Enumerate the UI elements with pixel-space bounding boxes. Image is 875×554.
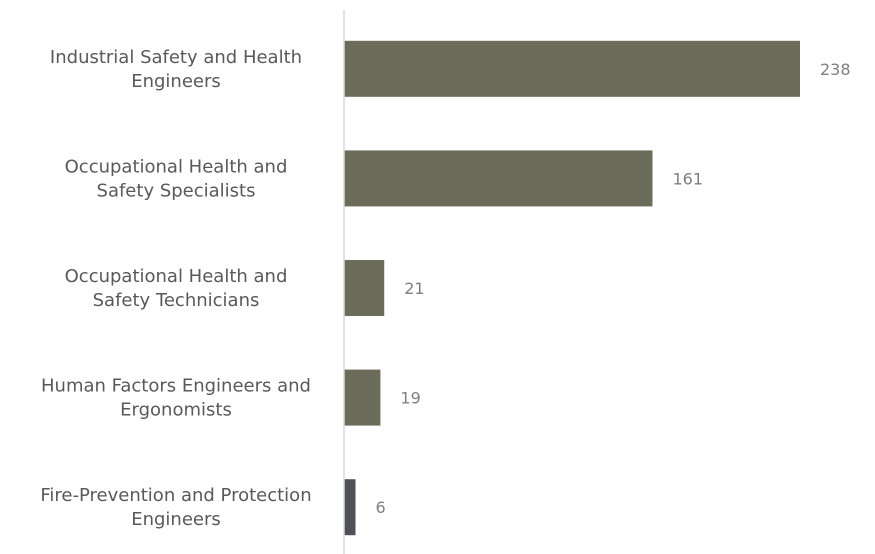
bar: [344, 41, 800, 97]
category-labels-layer: Industrial Safety and Health Engineers Occ…: [40, 47, 311, 530]
data-label: 6: [375, 498, 385, 517]
category-label-line: Industrial Safety and Health: [50, 47, 302, 68]
category-label-line: Human Factors Engineers and: [41, 376, 311, 397]
value-labels-layer: 238 161 21 19 6: [375, 60, 850, 517]
category-label: Occupational Health and Safety Technician…: [65, 266, 288, 311]
category-label: Human Factors Engineers and Ergonomists: [41, 376, 311, 421]
bar: [344, 260, 384, 316]
data-label: 19: [400, 389, 420, 408]
category-label-line: Safety Technicians: [93, 290, 260, 311]
data-label: 21: [404, 279, 424, 298]
category-label-line: Safety Specialists: [97, 180, 256, 201]
bar: [344, 370, 380, 426]
category-label-line: Occupational Health and: [65, 156, 288, 177]
category-label-line: Engineers: [131, 509, 221, 530]
data-label: 238: [820, 60, 851, 79]
bar: [344, 150, 652, 206]
bar: [344, 479, 355, 535]
category-label: Occupational Health and Safety Specialist…: [65, 156, 288, 201]
category-label: Industrial Safety and Health Engineers: [50, 47, 302, 92]
category-label-line: Occupational Health and: [65, 266, 288, 287]
category-label-line: Ergonomists: [120, 400, 232, 421]
data-label: 161: [672, 169, 703, 188]
category-label-line: Fire-Prevention and Protection: [40, 485, 311, 506]
category-label: Fire-Prevention and Protection Engineers: [40, 485, 311, 530]
category-label-line: Engineers: [131, 71, 221, 92]
